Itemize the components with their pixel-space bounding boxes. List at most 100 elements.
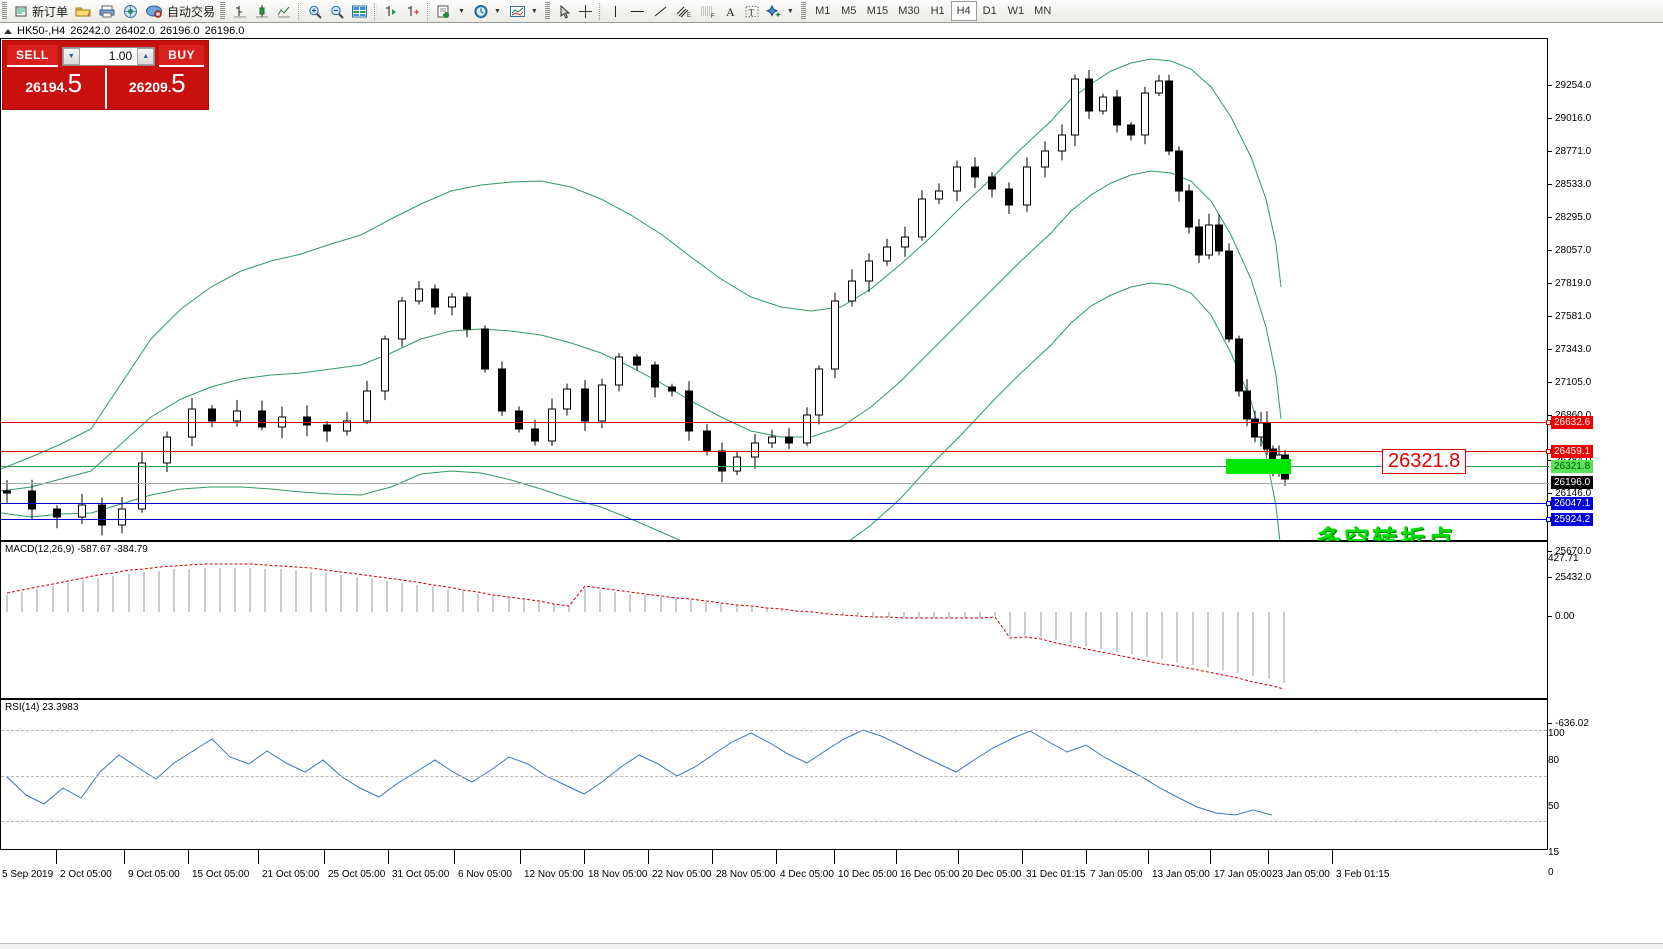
trade-panel-prices: 26194 . 5 26209 . 5 (3, 68, 208, 109)
text-label-button[interactable]: A (720, 1, 741, 22)
time-axis-tick (520, 850, 521, 864)
rsi-tick-50: 50 (1548, 801, 1560, 812)
rsi-level-50 (1, 776, 1547, 777)
period-button[interactable]: ▼ (470, 1, 506, 22)
price-axis[interactable]: 29254.0 29016.0 28771.0 28533.0 28295.0 … (1548, 38, 1663, 949)
sell-button[interactable]: SELL (7, 45, 58, 67)
volume-value[interactable]: 1.00 (108, 49, 133, 63)
market-watch-button[interactable] (119, 1, 142, 22)
status-bar (0, 943, 1663, 949)
time-axis-label: 20 Dec 05:00 (962, 869, 1022, 880)
toolbar-grip-4[interactable] (800, 2, 806, 20)
price-tag-pivot[interactable]: 26321.8 (1551, 460, 1594, 473)
sell-price-dot: . (64, 81, 68, 95)
time-axis-tick (896, 850, 897, 864)
timeframe-d1[interactable]: D1 (982, 5, 997, 17)
candlestick-chart-button[interactable] (251, 1, 273, 22)
volume-increase-button[interactable]: ▲ (137, 47, 155, 65)
timeframe-w1[interactable]: W1 (1007, 5, 1025, 17)
chevron-down-icon-2[interactable]: ▼ (493, 7, 501, 15)
expert-advisor-icon (145, 4, 164, 19)
add-indicator-button[interactable]: ▼ (433, 1, 470, 22)
green-highlight-rectangle[interactable] (1226, 459, 1291, 474)
price-tag-resistance-2[interactable]: 26459.1 (1551, 445, 1594, 458)
bar-chart-icon (232, 4, 248, 19)
timeframe-h4[interactable]: H4 (950, 1, 977, 21)
time-axis-tick (712, 850, 713, 864)
pivot-line-26321[interactable] (1, 466, 1549, 467)
trendline-button[interactable] (649, 1, 672, 22)
price-tag-resistance-1[interactable]: 26632.6 (1551, 416, 1594, 429)
printer-icon (98, 4, 116, 19)
price-tag-support-2[interactable]: 25924.2 (1551, 513, 1594, 526)
timeframe-h1[interactable]: H1 (930, 5, 945, 17)
time-axis-label: 18 Nov 05:00 (588, 869, 648, 880)
time-axis-label: 10 Dec 05:00 (838, 869, 898, 880)
toolbar-grip-2[interactable] (220, 2, 226, 20)
line-handle-3[interactable] (1546, 501, 1551, 506)
chevron-down-icon-3[interactable]: ▼ (530, 7, 538, 15)
zoom-out-button[interactable] (326, 1, 348, 22)
chevron-down-icon[interactable]: ▼ (458, 7, 465, 15)
chart-area[interactable]: 26321.8 多空转折点 MACD(12,26,9) -587.67 -384… (0, 38, 1663, 949)
axis-tick: 26860.0 (1548, 410, 1591, 421)
data-window-button[interactable] (348, 1, 371, 22)
timeframe-m15[interactable]: M15 (866, 5, 889, 17)
template-button[interactable]: ▼ (506, 1, 543, 22)
sell-price-display[interactable]: 26194 . 5 (3, 68, 107, 109)
auto-scroll-button[interactable] (380, 1, 402, 22)
crosshair-button[interactable] (575, 1, 596, 22)
svg-text:T: T (748, 7, 754, 17)
rsi-pane[interactable]: RSI(14) 23.3983 (0, 699, 1548, 850)
toolbar-grip-3[interactable] (544, 2, 550, 20)
line-chart-button[interactable] (273, 1, 295, 22)
price-tag-support-1[interactable]: 26047.1 (1551, 497, 1594, 510)
time-axis-tick (776, 850, 777, 864)
folder-button[interactable] (71, 1, 95, 22)
axis-tick: 27581.0 (1548, 311, 1591, 322)
new-order-icon (14, 4, 29, 19)
resistance-line-26632[interactable] (1, 420, 1551, 425)
cursor-button[interactable] (554, 1, 575, 22)
support-line-26047[interactable] (1, 501, 1551, 506)
chevron-down-icon-4[interactable]: ▼ (786, 7, 794, 15)
horizontal-line-button[interactable] (626, 1, 649, 22)
print-button[interactable] (95, 1, 119, 22)
toolbar-separator (298, 2, 302, 20)
time-axis-tick (1332, 850, 1333, 864)
buy-price-display[interactable]: 26209 . 5 (107, 68, 209, 109)
support-line-25924[interactable] (1, 517, 1551, 522)
vertical-line-button[interactable] (605, 1, 626, 22)
macd-pane[interactable]: MACD(12,26,9) -587.67 -384.79 (0, 541, 1548, 699)
price-tag-current: 26196.0 (1551, 476, 1594, 489)
fibonacci-button[interactable]: F (696, 1, 720, 22)
shapes-button[interactable]: ▼ (763, 1, 799, 22)
new-order-button[interactable]: 新订单 (11, 1, 71, 22)
timeframe-m1[interactable]: M1 (815, 5, 831, 17)
bar-chart-button[interactable] (229, 1, 251, 22)
collapse-triangle-icon[interactable] (4, 28, 12, 34)
expert-advisor-button[interactable]: 自动交易 (142, 1, 218, 22)
line-handle-2[interactable] (1546, 449, 1551, 454)
zoom-out-icon (329, 4, 345, 19)
zoom-in-button[interactable] (304, 1, 326, 22)
buy-button[interactable]: BUY (159, 45, 204, 67)
time-axis[interactable]: 5 Sep 2019 2 Oct 05:00 9 Oct 05:00 15 Oct 0… (0, 850, 1663, 890)
line-handle[interactable] (1546, 420, 1551, 425)
toolbar-grip[interactable] (2, 2, 7, 20)
text-box-button[interactable]: T (741, 1, 763, 22)
line-handle-4[interactable] (1546, 517, 1551, 522)
timeframe-m30[interactable]: M30 (898, 5, 920, 17)
price-label-box[interactable]: 26321.8 (1382, 449, 1467, 474)
timeframe-m5[interactable]: M5 (841, 5, 857, 17)
volume-decrease-button[interactable]: ▼ (62, 47, 80, 65)
chart-shift-button[interactable] (402, 1, 424, 22)
resistance-line-26459[interactable] (1, 449, 1551, 454)
price-pane[interactable]: 26321.8 多空转折点 (0, 38, 1551, 554)
timeframe-mn[interactable]: MN (1034, 5, 1052, 17)
equidistant-channel-button[interactable]: E (672, 1, 696, 22)
volume-input-wrapper[interactable]: ▼ 1.00 ▲ (61, 46, 156, 66)
one-click-trading-panel[interactable]: SELL ▼ 1.00 ▲ BUY 26194 . 5 26209 . 5 (2, 40, 209, 110)
globe-icon (122, 4, 139, 19)
